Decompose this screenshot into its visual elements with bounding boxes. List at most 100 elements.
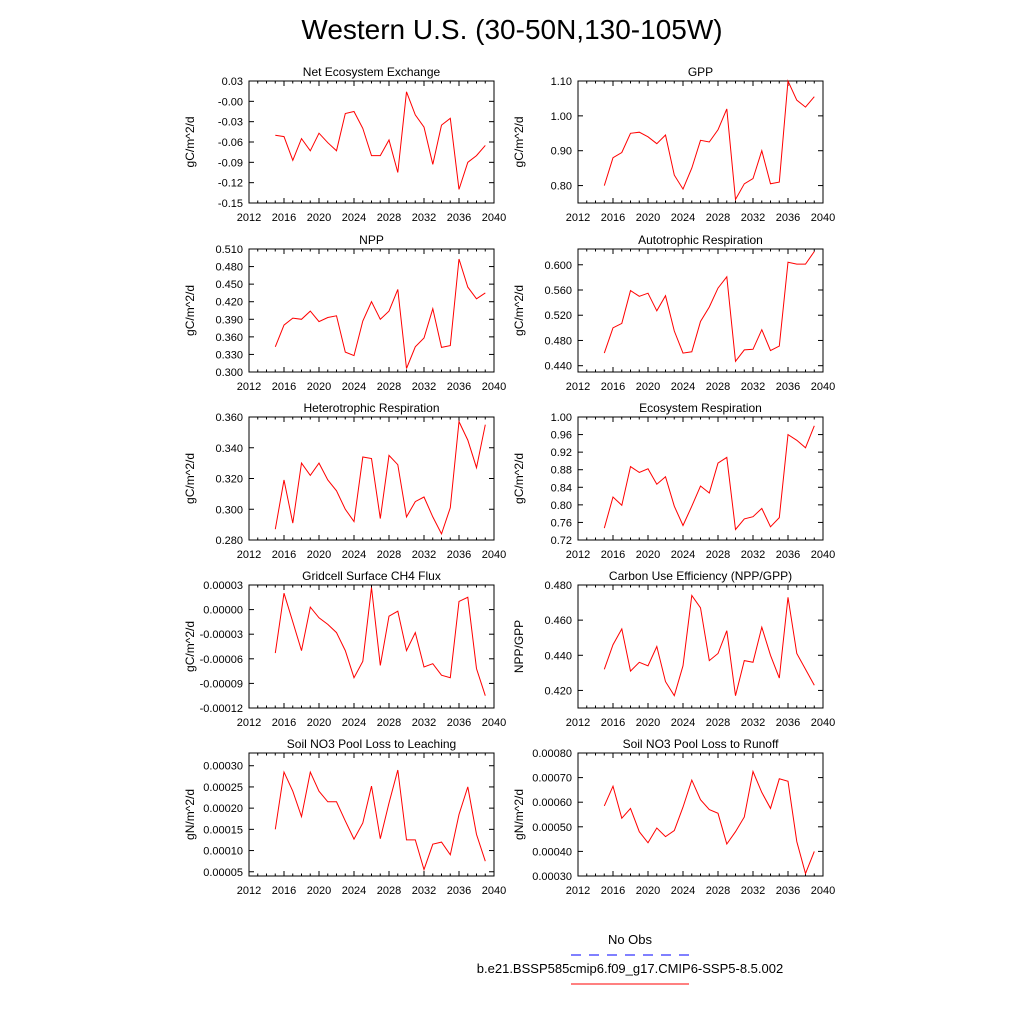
chart-title: Soil NO3 Pool Loss to Runoff xyxy=(623,737,780,751)
legend-model-label: b.e21.BSSP585cmip6.f09_g17.CMIP6-SSP5-8.… xyxy=(476,961,784,976)
y-tick-label: -0.12 xyxy=(218,178,243,190)
x-tick-label: 2024 xyxy=(342,212,366,224)
y-tick-label: -0.00003 xyxy=(200,629,243,641)
x-tick-label: 2012 xyxy=(566,717,590,729)
x-tick-label: 2032 xyxy=(412,885,436,897)
x-tick-label: 2040 xyxy=(482,717,506,729)
x-tick-label: 2024 xyxy=(342,381,366,393)
x-tick-label: 2012 xyxy=(237,717,261,729)
x-tick-label: 2016 xyxy=(601,717,625,729)
y-tick-label: 0.560 xyxy=(544,285,572,297)
x-tick-label: 2012 xyxy=(566,381,590,393)
x-tick-label: 2024 xyxy=(671,717,695,729)
y-tick-label: 0.00020 xyxy=(203,803,243,815)
y-tick-label: 0.00015 xyxy=(203,824,243,836)
x-tick-label: 2016 xyxy=(601,549,625,561)
x-tick-label: 2032 xyxy=(741,885,765,897)
series-line xyxy=(274,419,486,536)
y-tick-label: 0.360 xyxy=(215,412,243,424)
x-tick-label: 2012 xyxy=(237,885,261,897)
y-axis-label: gN/m^2/d xyxy=(512,789,526,840)
x-tick-label: 2020 xyxy=(307,381,331,393)
y-tick-label: 0.450 xyxy=(215,279,243,291)
x-tick-label: 2036 xyxy=(776,549,800,561)
x-tick-label: 2016 xyxy=(601,212,625,224)
x-tick-label: 2020 xyxy=(636,381,660,393)
x-tick-label: 2024 xyxy=(671,212,695,224)
chart-title: Heterotrophic Respiration xyxy=(303,401,439,415)
x-tick-label: 2028 xyxy=(377,212,401,224)
y-tick-label: 0.300 xyxy=(215,367,243,379)
x-tick-label: 2040 xyxy=(811,381,835,393)
x-tick-label: 2016 xyxy=(272,549,296,561)
y-tick-label: -0.00012 xyxy=(200,703,243,715)
series-line xyxy=(603,251,815,363)
y-tick-label: 0.480 xyxy=(544,580,572,592)
series-line xyxy=(603,769,815,876)
x-tick-label: 2036 xyxy=(776,381,800,393)
y-axis-label: gC/m^2/d xyxy=(183,621,197,672)
y-tick-label: 0.88 xyxy=(551,465,572,477)
y-tick-label: 0.80 xyxy=(551,500,572,512)
x-tick-label: 2020 xyxy=(636,717,660,729)
chart-title: GPP xyxy=(688,65,713,79)
y-tick-label: 0.00000 xyxy=(203,605,243,617)
page-title: Western U.S. (30-50N,130-105W) xyxy=(301,14,723,45)
x-tick-label: 2036 xyxy=(447,885,471,897)
x-tick-label: 2012 xyxy=(566,885,590,897)
y-tick-label: 0.480 xyxy=(544,335,572,347)
x-tick-label: 2024 xyxy=(671,381,695,393)
x-tick-label: 2040 xyxy=(482,381,506,393)
plot-frame xyxy=(577,416,824,541)
x-tick-label: 2024 xyxy=(671,885,695,897)
x-tick-label: 2028 xyxy=(706,717,730,729)
x-tick-label: 2036 xyxy=(776,717,800,729)
y-axis-label: gC/m^2/d xyxy=(183,285,197,336)
x-tick-label: 2028 xyxy=(706,212,730,224)
x-tick-label: 2032 xyxy=(741,212,765,224)
y-tick-label: 0.420 xyxy=(215,297,243,309)
y-axis-label: gN/m^2/d xyxy=(183,789,197,840)
y-tick-label: 0.420 xyxy=(544,685,572,697)
x-tick-label: 2032 xyxy=(412,717,436,729)
x-tick-label: 2016 xyxy=(272,885,296,897)
chart-panel: Soil NO3 Pool Loss to Leaching gN/m^2/d 20… xyxy=(183,737,506,897)
x-tick-label: 2016 xyxy=(272,212,296,224)
chart-panel: Carbon Use Efficiency (NPP/GPP) NPP/GPP 20… xyxy=(512,569,835,729)
chart-panel: Gridcell Surface CH4 Flux gC/m^2/d 2012 201… xyxy=(183,569,506,729)
x-tick-label: 2036 xyxy=(447,381,471,393)
x-tick-label: 2016 xyxy=(601,381,625,393)
y-tick-label: -0.03 xyxy=(218,117,243,129)
series-line xyxy=(603,594,815,697)
plot-frame xyxy=(248,752,495,877)
series-line xyxy=(275,91,486,190)
x-tick-label: 2020 xyxy=(307,549,331,561)
legend-obs-label: No Obs xyxy=(607,932,653,947)
x-tick-label: 2036 xyxy=(447,212,471,224)
y-tick-label: 0.00005 xyxy=(203,867,243,879)
y-tick-label: -0.00 xyxy=(218,96,243,108)
chart-title: Ecosystem Respiration xyxy=(639,401,762,415)
chart-panel: Autotrophic Respiration gC/m^2/d 2012 2016 2… xyxy=(512,233,835,393)
x-tick-label: 2028 xyxy=(377,717,401,729)
plot-frame xyxy=(248,584,495,709)
x-tick-label: 2040 xyxy=(811,549,835,561)
y-tick-label: 0.300 xyxy=(215,504,243,516)
series-line xyxy=(603,425,815,531)
x-tick-label: 2016 xyxy=(272,717,296,729)
y-tick-label: -0.00006 xyxy=(200,654,243,666)
plot-frame xyxy=(248,248,495,373)
x-tick-label: 2036 xyxy=(776,885,800,897)
x-tick-label: 2032 xyxy=(741,717,765,729)
y-tick-label: 0.340 xyxy=(215,443,243,455)
y-tick-label: 0.600 xyxy=(544,260,572,272)
x-tick-label: 2032 xyxy=(741,381,765,393)
y-tick-label: -0.06 xyxy=(218,137,243,149)
x-tick-label: 2016 xyxy=(272,381,296,393)
chart-title: NPP xyxy=(359,233,384,247)
y-tick-label: 0.00030 xyxy=(532,871,572,883)
y-axis-label: NPP/GPP xyxy=(512,620,526,673)
x-tick-label: 2012 xyxy=(566,549,590,561)
y-axis-label: gC/m^2/d xyxy=(183,117,197,168)
